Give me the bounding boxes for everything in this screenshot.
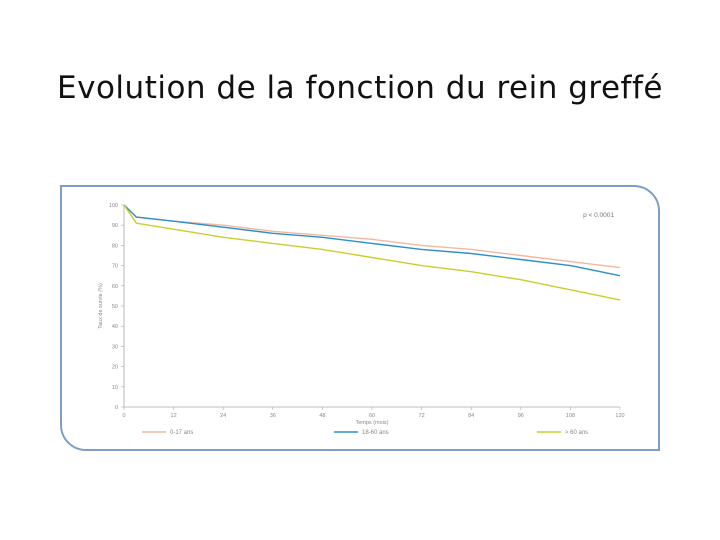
y-tick-label: 30 xyxy=(112,344,118,350)
x-tick-label: 108 xyxy=(566,413,575,419)
x-tick-label: 120 xyxy=(615,413,624,419)
y-tick-label: 20 xyxy=(112,365,118,371)
p-value-annotation: p < 0.0001 xyxy=(583,212,614,219)
y-tick-label: 60 xyxy=(112,284,118,290)
legend-label: > 60 ans xyxy=(565,430,588,436)
y-tick-label: 70 xyxy=(112,264,118,270)
legend-label: 18-60 ans xyxy=(362,430,389,436)
slide-title: Evolution de la fonction du rein greffé xyxy=(57,70,663,106)
legend-label: 0-17 ans xyxy=(170,430,193,436)
x-tick-label: 84 xyxy=(468,413,474,419)
y-tick-label: 100 xyxy=(109,203,118,209)
y-tick-label: 50 xyxy=(112,304,118,310)
x-tick-label: 0 xyxy=(122,413,125,419)
x-tick-label: 12 xyxy=(171,413,177,419)
y-axis-label: Taux de survie (%) xyxy=(98,283,104,329)
x-tick-label: 36 xyxy=(270,413,276,419)
x-tick-label: 48 xyxy=(319,413,325,419)
x-tick-label: 60 xyxy=(369,413,375,419)
chart-frame: 0 10 20 30 40 50 60 70 80 90 100 0 12 24 36 48 60 72 84 96 1… xyxy=(60,185,660,451)
y-tick-label: 40 xyxy=(112,324,118,330)
x-tick-label: 72 xyxy=(419,413,425,419)
series-line-1 xyxy=(123,204,621,277)
y-tick-label: 90 xyxy=(112,223,118,229)
x-axis-label: Temps (mois) xyxy=(355,420,388,426)
series-line-2 xyxy=(123,204,621,301)
y-tick-label: 0 xyxy=(115,405,118,411)
x-tick-label: 96 xyxy=(518,413,524,419)
survival-chart: 0 10 20 30 40 50 60 70 80 90 100 0 12 24 36 48 60 72 84 96 1… xyxy=(98,203,625,436)
series-line-0 xyxy=(123,204,621,269)
y-tick-label: 10 xyxy=(112,385,118,391)
x-tick-label: 24 xyxy=(220,413,226,419)
y-tick-label: 80 xyxy=(112,243,118,249)
